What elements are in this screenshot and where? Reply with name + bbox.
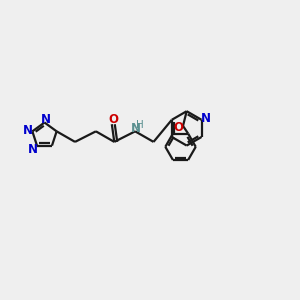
Text: O: O	[174, 122, 184, 134]
Text: N: N	[41, 112, 51, 126]
Text: H: H	[136, 120, 143, 130]
Text: N: N	[28, 142, 38, 155]
Text: N: N	[131, 122, 141, 135]
Text: N: N	[23, 124, 33, 136]
Text: O: O	[108, 113, 118, 126]
Text: N: N	[201, 112, 211, 125]
